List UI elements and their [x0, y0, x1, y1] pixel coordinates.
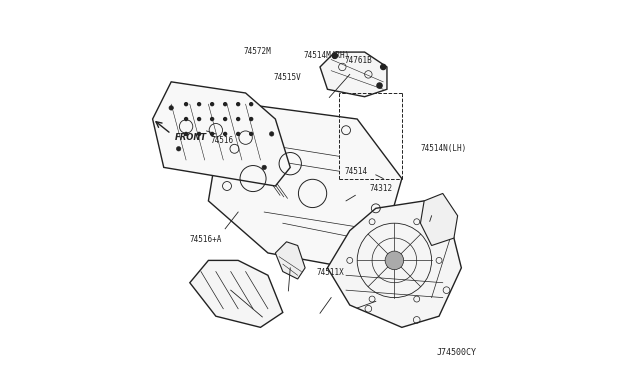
Circle shape [269, 132, 274, 136]
Circle shape [177, 147, 181, 151]
Circle shape [198, 103, 200, 106]
Circle shape [211, 103, 214, 106]
Polygon shape [320, 52, 387, 97]
Circle shape [223, 103, 227, 106]
Circle shape [169, 106, 173, 110]
Circle shape [385, 251, 404, 270]
Circle shape [250, 118, 253, 121]
Polygon shape [190, 260, 283, 327]
Polygon shape [152, 82, 291, 186]
Text: J74500CY: J74500CY [436, 348, 476, 357]
Circle shape [223, 132, 227, 135]
Circle shape [198, 118, 200, 121]
Text: 74514N(LH): 74514N(LH) [420, 144, 467, 153]
Circle shape [237, 118, 239, 121]
Circle shape [237, 132, 239, 135]
Circle shape [250, 103, 253, 106]
Circle shape [184, 118, 188, 121]
Text: 74312: 74312 [369, 185, 392, 193]
Polygon shape [420, 193, 458, 246]
Polygon shape [328, 201, 461, 327]
Circle shape [184, 103, 188, 106]
Circle shape [198, 132, 200, 135]
Text: 74514: 74514 [344, 167, 367, 176]
Text: 74516: 74516 [211, 136, 234, 145]
Text: 74761B: 74761B [344, 56, 372, 65]
Polygon shape [209, 104, 402, 268]
Circle shape [377, 83, 382, 88]
Circle shape [211, 132, 214, 135]
Text: FRONT: FRONT [175, 133, 207, 142]
Circle shape [184, 132, 188, 135]
Circle shape [332, 53, 337, 58]
Text: 74516+A: 74516+A [189, 235, 221, 244]
Polygon shape [275, 242, 305, 279]
Text: 74515V: 74515V [273, 73, 301, 82]
Circle shape [223, 118, 227, 121]
Circle shape [262, 165, 266, 170]
Text: 74511X: 74511X [316, 268, 344, 277]
Circle shape [250, 132, 253, 135]
Text: 74572M: 74572M [244, 47, 271, 56]
Text: 74514M(RH): 74514M(RH) [303, 51, 349, 60]
Circle shape [381, 64, 386, 70]
Circle shape [237, 103, 239, 106]
Circle shape [211, 118, 214, 121]
